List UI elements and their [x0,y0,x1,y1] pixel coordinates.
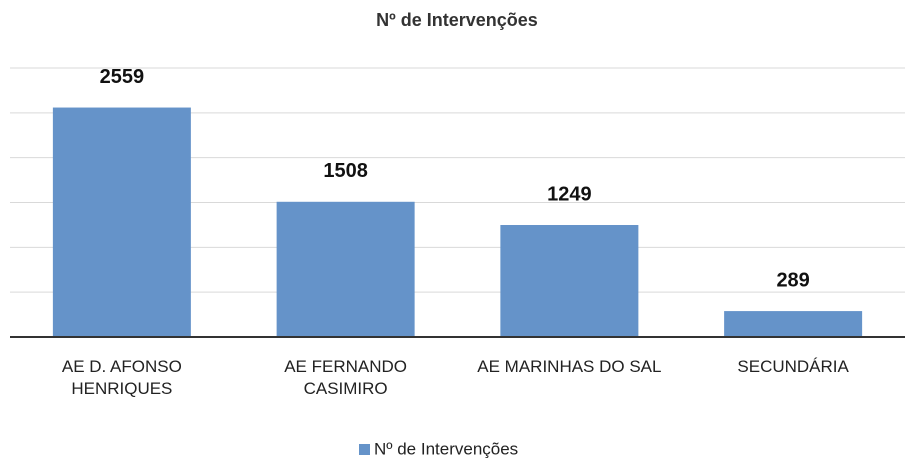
legend-swatch [359,444,370,455]
data-label: 2559 [100,66,145,88]
bar [724,311,863,337]
legend-label: Nº de Intervenções [374,439,518,458]
x-tick-label: AE FERNANDO CASIMIRO [284,357,408,398]
x-tick-label: SECUNDÁRIA [737,357,849,376]
data-label: 289 [776,269,809,291]
bar [276,201,415,337]
chart-title: Nº de Intervenções [376,10,538,30]
bar [52,107,191,337]
data-label: 1249 [547,183,592,205]
bar [500,225,639,337]
data-label: 1508 [323,160,368,182]
x-tick-label: AE MARINHAS DO SAL [477,357,662,376]
x-tick-label: AE D. AFONSO HENRIQUES [61,357,182,398]
